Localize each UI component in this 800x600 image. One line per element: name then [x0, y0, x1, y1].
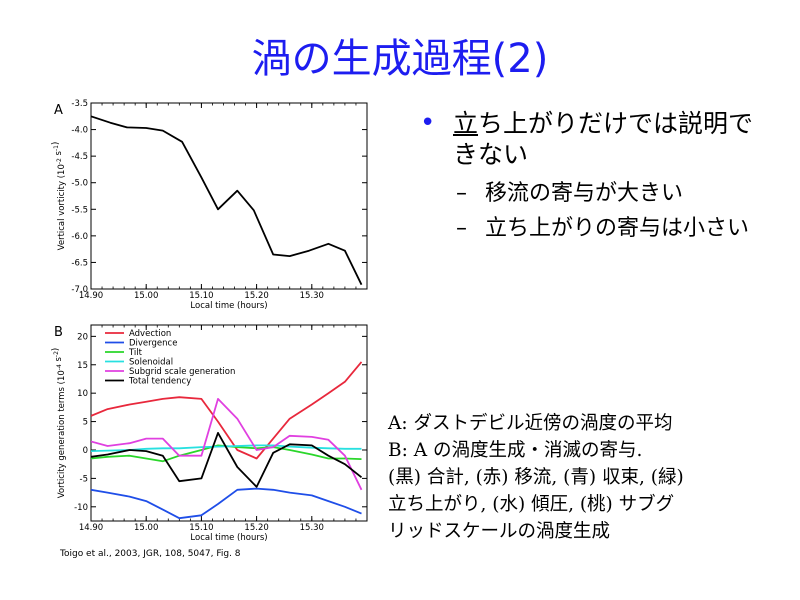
- x-tick-label: 15.30: [300, 523, 324, 533]
- series-line: [91, 431, 363, 488]
- caption-note: A: ダストデビル近傍の渦度の平均 B: A の渦度生成・消滅の寄与. (黒) …: [388, 410, 788, 545]
- legend-label: Subgrid scale generation: [129, 367, 235, 377]
- x-tick-label: 15.10: [189, 291, 213, 301]
- panel-label: A: [54, 103, 63, 118]
- y-tick-label: 5: [83, 418, 88, 428]
- panel-label: B: [54, 325, 63, 340]
- x-axis-label: Local time (hours): [190, 301, 267, 311]
- legend-label: Total tendency: [128, 377, 191, 387]
- plot-frame: [90, 324, 368, 522]
- caption-line: (黒) 合計, (赤) 移流, (青) 収束, (緑): [388, 467, 684, 488]
- bullet-dot-icon: •: [420, 108, 436, 138]
- legend-label: Tilt: [128, 348, 143, 358]
- legend-label: Solenoidal: [129, 358, 173, 368]
- series-line: [91, 397, 363, 491]
- x-tick-label: 14.90: [79, 291, 103, 301]
- sub-bullet-2: – 立ち上がりの寄与は小さい: [418, 215, 778, 242]
- y-tick-label: 10: [77, 389, 88, 399]
- figure-citation: Toigo et al., 2003, JGR, 108, 5047, Fig.…: [60, 549, 241, 559]
- caption-line: B: A の渦度生成・消滅の寄与.: [388, 440, 643, 461]
- legend-label: Divergence: [129, 339, 177, 349]
- y-axis-label: Vertical vorticity (10-2 s-1): [51, 142, 67, 251]
- x-tick-label: 15.10: [189, 523, 213, 533]
- x-tick-label: 14.90: [79, 523, 103, 533]
- y-tick-label: -6.0: [71, 232, 88, 242]
- series-line: [91, 115, 363, 286]
- plot-frame: [90, 102, 368, 290]
- slide-title: 渦の生成過程(2): [251, 36, 549, 82]
- sub-bullet-dash-icon: –: [456, 181, 467, 206]
- sub-bullet-text: 立ち上がりの寄与は小さい: [485, 216, 750, 241]
- panel-b: 14.90 15.00 15.10 15.20 15.30 20 15 10 5 0 -5 -10 Lo…: [51, 324, 368, 543]
- y-tick-label: -3.5: [71, 99, 88, 109]
- bullet-main-rest: ち上がりだけでは説明できない: [453, 109, 754, 169]
- y-tick-label: -10: [74, 503, 88, 513]
- x-tick-label: 15.20: [244, 523, 268, 533]
- y-axis-label: Vorticity generation terms (10-4 s-2): [51, 348, 67, 498]
- bullet-main-first-char: 立: [453, 109, 479, 138]
- y-tick-label: 0: [83, 446, 88, 456]
- y-tick-label: -7.0: [71, 285, 88, 295]
- panel-a: 14.90 15.00 15.10 15.20 15.30 -3.5 -4.0 -4.5 -5.…: [51, 99, 368, 311]
- x-tick-label: 15.00: [134, 291, 158, 301]
- sub-bullet-dash-icon: –: [456, 216, 467, 241]
- series-line: [91, 444, 362, 452]
- legend-label: Advection: [129, 329, 171, 339]
- x-axis-label: Local time (hours): [190, 533, 267, 543]
- sub-bullet-1: – 移流の寄与が大きい: [418, 180, 778, 207]
- x-tick-label: 15.30: [300, 291, 324, 301]
- y-tick-label: -4.5: [71, 152, 88, 162]
- bullet-list: • 立ち上がりだけでは説明できない – 移流の寄与が大きい – 立ち上がりの寄与…: [418, 108, 778, 242]
- y-tick-label: -4.0: [71, 126, 88, 136]
- x-tick-label: 15.20: [244, 291, 268, 301]
- bullet-main: • 立ち上がりだけでは説明できない: [418, 108, 778, 170]
- y-tick-label: -5.5: [71, 205, 88, 215]
- caption-line: A: ダストデビル近傍の渦度の平均: [388, 413, 673, 434]
- y-tick-label: -6.5: [71, 258, 88, 268]
- caption-line: 立ち上がり, (水) 傾圧, (桃) サブグ: [388, 494, 675, 515]
- sub-bullet-text: 移流の寄与が大きい: [485, 181, 684, 206]
- caption-line: リッドスケールの渦度生成: [388, 521, 611, 542]
- series-line: [91, 487, 362, 520]
- y-tick-label: 15: [77, 361, 88, 371]
- y-tick-label: -5.0: [71, 179, 88, 189]
- y-tick-label: -5: [80, 474, 88, 484]
- x-tick-label: 15.00: [134, 523, 158, 533]
- y-tick-label: 20: [77, 332, 88, 342]
- series-line: [91, 361, 363, 460]
